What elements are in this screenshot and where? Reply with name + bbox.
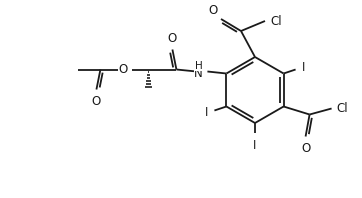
- Text: Cl: Cl: [270, 14, 282, 28]
- Text: H: H: [195, 61, 202, 70]
- Text: Cl: Cl: [337, 102, 348, 115]
- Text: I: I: [205, 106, 209, 119]
- Text: O: O: [118, 63, 127, 76]
- Text: I: I: [253, 139, 257, 152]
- Text: N: N: [194, 67, 202, 80]
- Text: O: O: [168, 31, 177, 45]
- Text: O: O: [209, 4, 218, 17]
- Text: I: I: [302, 61, 305, 74]
- Text: O: O: [92, 94, 101, 108]
- Text: O: O: [301, 142, 310, 154]
